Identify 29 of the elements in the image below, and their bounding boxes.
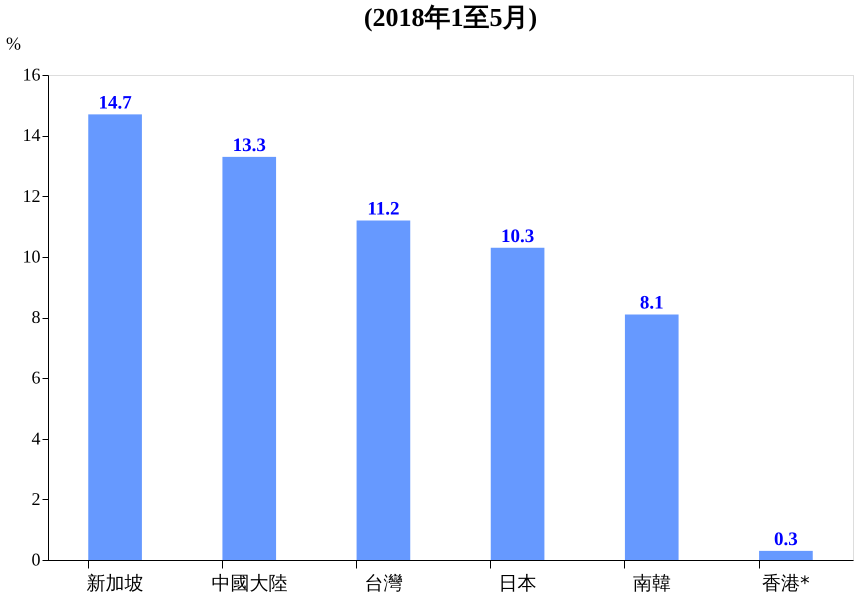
y-tick-label: 10 [22,246,40,266]
bar [490,248,544,560]
x-tick-label: 台灣 [364,572,402,594]
y-tick-label: 4 [32,428,40,448]
data-label: 11.2 [367,198,400,220]
y-tick-label: 8 [32,307,40,327]
y-tick-label: 0 [32,550,40,570]
y-tick-label: 2 [32,488,40,509]
bar [88,114,142,560]
data-label: 8.1 [640,292,664,314]
y-tick-label: 14 [22,125,40,146]
y-tick-label: 6 [32,368,40,388]
data-label: 14.7 [98,92,132,114]
x-tick-label: 香港* [762,572,810,594]
x-tick-label: 南韓 [632,572,671,594]
data-label: 10.3 [500,226,534,247]
bar [356,220,410,560]
data-label: 13.3 [232,134,266,156]
bar [624,314,679,560]
data-label: 0.3 [774,528,798,550]
x-tick-label: 中國大陸 [211,572,288,594]
chart-title: (2018年1至5月) [364,3,538,32]
bar [222,156,276,560]
y-tick-label: 16 [22,64,40,84]
y-axis-title: % [6,34,21,54]
x-tick-label: 新加坡 [86,572,144,594]
bar [759,550,813,560]
y-tick-label: 12 [22,186,40,206]
x-tick-label: 日本 [498,572,537,594]
